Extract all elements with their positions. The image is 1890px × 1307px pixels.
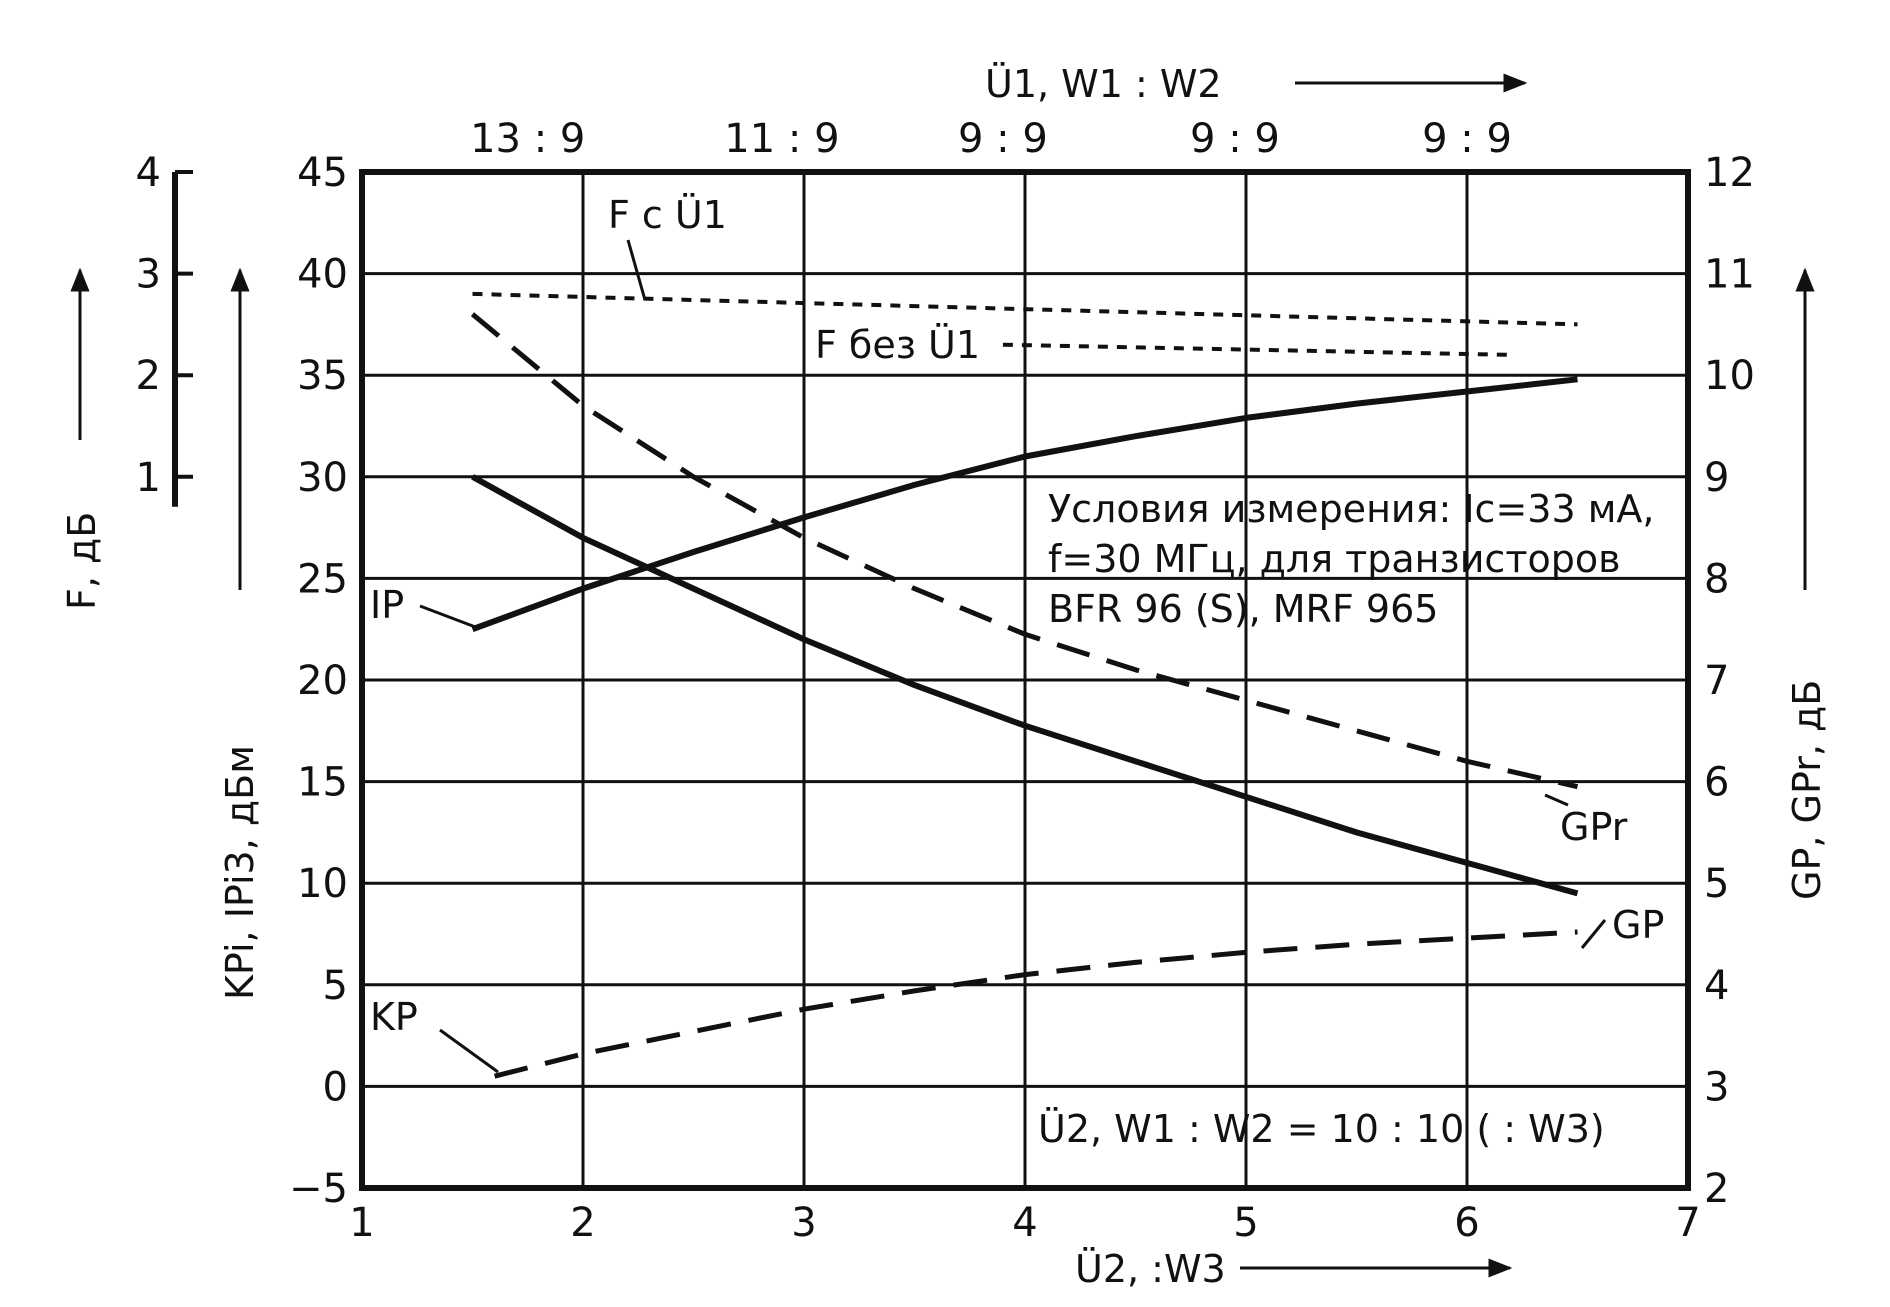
top-axis-title: Ü1, W1 : W2 xyxy=(985,62,1222,106)
right-tick-label: 9 xyxy=(1704,455,1729,501)
leader-gp xyxy=(1580,919,1607,949)
right-axis-title: GP, GPr, дБ xyxy=(1785,680,1829,900)
series-line xyxy=(472,291,1578,327)
series-layer xyxy=(470,291,1579,1079)
left-tick-label: 45 xyxy=(297,150,348,196)
left-tick-label: 30 xyxy=(297,455,348,501)
top-tick-label: 11 : 9 xyxy=(724,116,839,162)
x-tick-label: 1 xyxy=(349,1200,374,1246)
right-tick-label: 12 xyxy=(1704,150,1755,196)
right-tick-label: 4 xyxy=(1704,963,1729,1009)
noise-tick-label: 2 xyxy=(136,353,161,399)
x-tick-label: 6 xyxy=(1454,1200,1479,1246)
label-gp: GP xyxy=(1612,903,1664,947)
left-tick-label: 0 xyxy=(323,1064,348,1110)
x-tick-label: 3 xyxy=(791,1200,816,1246)
right-tick-label: 3 xyxy=(1704,1064,1729,1110)
right-tick-labels: 2 3 4 5 6 7 8 9 10 11 12 xyxy=(1704,150,1755,1212)
label-kp: KP xyxy=(370,995,418,1039)
right-tick-label: 11 xyxy=(1704,252,1755,298)
plot-frame xyxy=(359,169,1691,1191)
left-tick-label: 10 xyxy=(297,861,348,907)
series-line xyxy=(1002,342,1512,357)
label-ip: IP xyxy=(370,583,404,627)
right-tick-label: 7 xyxy=(1704,658,1729,704)
label-f-without: F без Ü1 xyxy=(815,323,980,367)
leader-ip xyxy=(419,604,479,630)
conditions-line-2: f=30 МГц, для транзисторов xyxy=(1048,537,1620,581)
left-tick-label: 20 xyxy=(297,658,348,704)
x-axis-title: Ü2, :W3 xyxy=(1075,1247,1226,1291)
axis-titles: Ü2, :W3 Ü1, W1 : W2 KPi, IPi3, дБм F, дБ… xyxy=(60,62,1829,1291)
right-tick-label: 2 xyxy=(1704,1166,1729,1212)
conditions-line-1: Условия измерения: Ic=33 мА, xyxy=(1048,487,1654,531)
u2-note: Ü2, W1 : W2 = 10 : 10 ( : W3) xyxy=(1038,1107,1605,1151)
series-line xyxy=(470,312,1579,790)
left-axis-title: KPi, IPi3, дБм xyxy=(218,745,262,1000)
noise-tick-label: 1 xyxy=(136,455,161,501)
label-f-with: F с Ü1 xyxy=(608,193,727,237)
leader-f-with xyxy=(626,239,647,301)
left-tick-label: 40 xyxy=(297,252,348,298)
left-tick-label: −5 xyxy=(289,1166,348,1212)
series-line xyxy=(493,929,1578,1079)
top-tick-label: 9 : 9 xyxy=(1422,116,1512,162)
noise-tick-label: 3 xyxy=(136,252,161,298)
right-tick-label: 5 xyxy=(1704,861,1729,907)
x-tick-label: 4 xyxy=(1012,1200,1037,1246)
left-tick-label: 25 xyxy=(297,556,348,602)
right-tick-label: 10 xyxy=(1704,353,1755,399)
noise-axis-title: F, дБ xyxy=(60,512,104,610)
noise-axis: 1 2 3 4 xyxy=(136,150,193,507)
right-tick-label: 6 xyxy=(1704,760,1729,806)
series-line xyxy=(471,376,1578,633)
x-tick-label: 2 xyxy=(570,1200,595,1246)
top-tick-labels: 13 : 9 11 : 9 9 : 9 9 : 9 9 : 9 xyxy=(470,116,1512,162)
left-tick-label: 35 xyxy=(297,353,348,399)
grid-lines xyxy=(362,172,1688,1188)
series-line xyxy=(471,474,1579,897)
left-tick-label: 5 xyxy=(323,963,348,1009)
conditions-line-3: BFR 96 (S), MRF 965 xyxy=(1048,587,1438,631)
x-tick-labels: 1 2 3 4 5 6 7 xyxy=(349,1200,1700,1246)
top-tick-label: 9 : 9 xyxy=(958,116,1048,162)
x-tick-label: 7 xyxy=(1675,1200,1700,1246)
leader-gpr xyxy=(1544,793,1569,807)
top-tick-label: 9 : 9 xyxy=(1190,116,1280,162)
annotations: F с Ü1 F без Ü1 IP KP GPr GP Условия изм… xyxy=(370,193,1664,1151)
left-tick-labels: −5 0 5 10 15 20 25 30 35 40 45 xyxy=(289,150,348,1212)
x-tick-label: 5 xyxy=(1233,1200,1258,1246)
right-tick-label: 8 xyxy=(1704,556,1729,602)
noise-tick-label: 4 xyxy=(136,150,161,196)
left-tick-label: 15 xyxy=(297,760,348,806)
top-tick-label: 13 : 9 xyxy=(470,116,585,162)
label-gpr: GPr xyxy=(1560,805,1628,849)
leader-kp xyxy=(439,1028,499,1074)
